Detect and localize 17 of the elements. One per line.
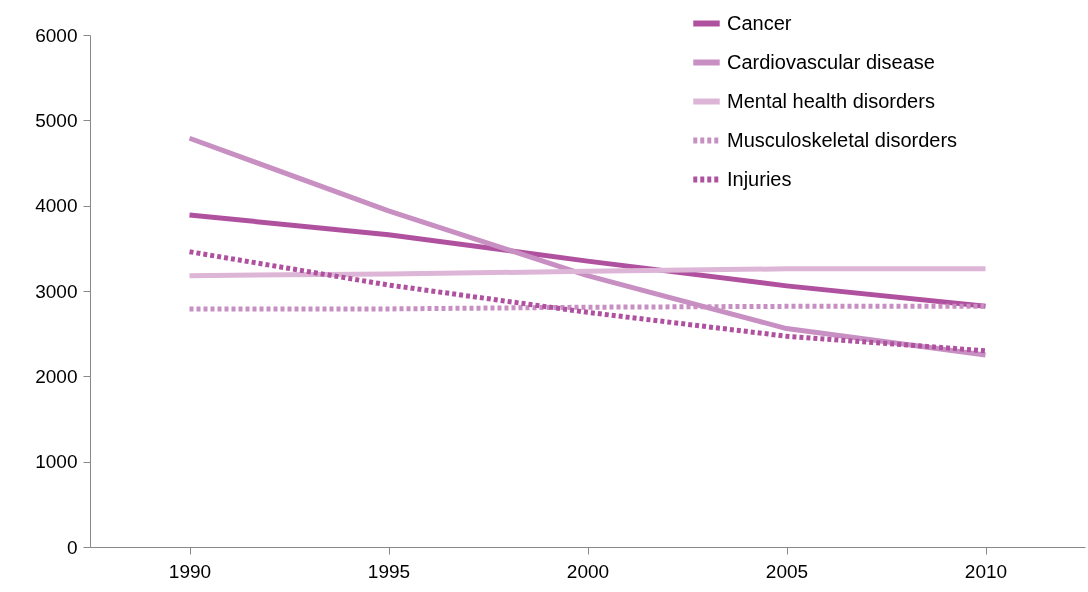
y-tick-label: 1000 [35,451,78,473]
x-tick-label: 1990 [168,560,212,582]
y-tick-label: 5000 [35,109,78,131]
y-tick-label: 6000 [35,24,78,46]
legend-label: Musculoskeletal disorders [727,128,958,151]
y-tick-label: 4000 [35,195,78,217]
y-tick-label: 0 [66,536,78,558]
legend-label: Mental health disorders [727,89,935,112]
x-tick-label: 1995 [367,560,411,582]
x-tick-label: 2010 [964,560,1008,582]
y-tick-label: 3000 [35,280,78,302]
x-tick-label: 2000 [566,560,610,582]
y-tick-label: 2000 [35,365,78,387]
legend-label: Injuries [727,167,792,190]
legend-label: Cancer [727,11,792,34]
legend-label: Cardiovascular disease [727,50,935,73]
x-tick-label: 2005 [765,560,809,582]
